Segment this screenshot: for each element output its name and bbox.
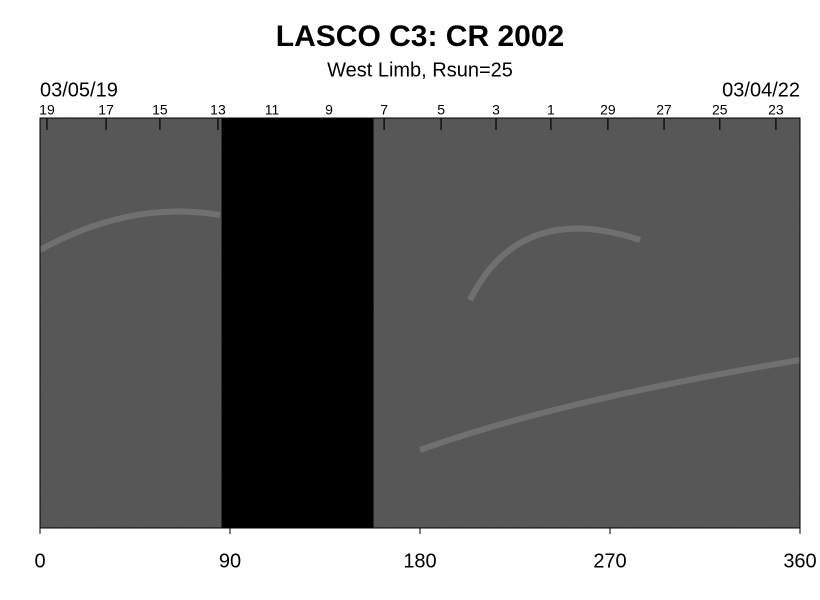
x-tick-label: 270 xyxy=(593,550,626,572)
top-tick-label: 7 xyxy=(380,102,388,118)
streamer xyxy=(418,357,801,453)
top-tick-label: 13 xyxy=(210,102,226,118)
chart-title: LASCO C3: CR 2002 xyxy=(276,20,564,53)
top-tick-label: 27 xyxy=(656,102,672,118)
streamer xyxy=(38,208,221,253)
top-tick-label: 25 xyxy=(712,102,728,118)
end-date: 03/04/22 xyxy=(722,79,800,101)
x-tick-label: 360 xyxy=(783,550,816,572)
missing-data xyxy=(221,118,374,528)
chart-subtitle: West Limb, Rsun=25 xyxy=(327,59,513,81)
top-tick-label: 1 xyxy=(547,102,555,118)
top-tick-label: 23 xyxy=(768,102,784,118)
top-tick-label: 15 xyxy=(152,102,168,118)
streamer xyxy=(467,225,641,302)
top-tick-label: 19 xyxy=(39,102,55,118)
x-tick-label: 0 xyxy=(34,550,45,572)
start-date: 03/05/19 xyxy=(40,79,118,101)
x-tick-label: 90 xyxy=(219,550,241,572)
top-tick-label: 29 xyxy=(600,102,616,118)
x-tick-label: 180 xyxy=(403,550,436,572)
structures xyxy=(38,208,801,453)
top-tick-label: 3 xyxy=(492,102,500,118)
map-background xyxy=(40,118,800,528)
top-tick-label: 5 xyxy=(437,102,445,118)
top-tick-label: 11 xyxy=(265,102,280,118)
top-tick-label: 17 xyxy=(98,102,114,118)
top-tick-label: 9 xyxy=(325,102,333,118)
